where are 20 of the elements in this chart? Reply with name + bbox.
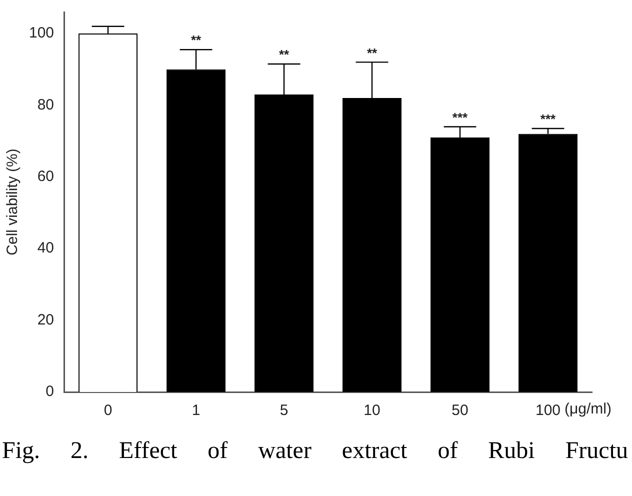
y-axis-title: Cell viability (%) [4,148,22,256]
x-tick-label: 10 [364,402,380,420]
x-tick-label: 0 [104,402,112,420]
x-tick-label: 1 [192,402,200,420]
x-tick-label: 100 [535,402,561,420]
annotation: ** [278,47,290,62]
x-axis-title: (μg/ml) [564,400,612,418]
y-tick-label: 60 [37,168,54,186]
caption: Fig. 2. Effect of water extract of Rubi Fructu [1,437,629,465]
annotation: ** [366,45,378,60]
y-tick-label: 100 [28,24,54,42]
y-tick-label: 20 [37,311,54,328]
annotation: *** [540,112,557,127]
y-tick-label: 40 [37,240,54,257]
y-tick-label: 0 [46,383,54,400]
x-tick-label: 50 [452,402,468,420]
annotation: *** [452,110,469,125]
annotation: ** [190,32,202,48]
x-tick-label: 5 [280,402,288,420]
y-tick-label: 80 [37,96,54,114]
